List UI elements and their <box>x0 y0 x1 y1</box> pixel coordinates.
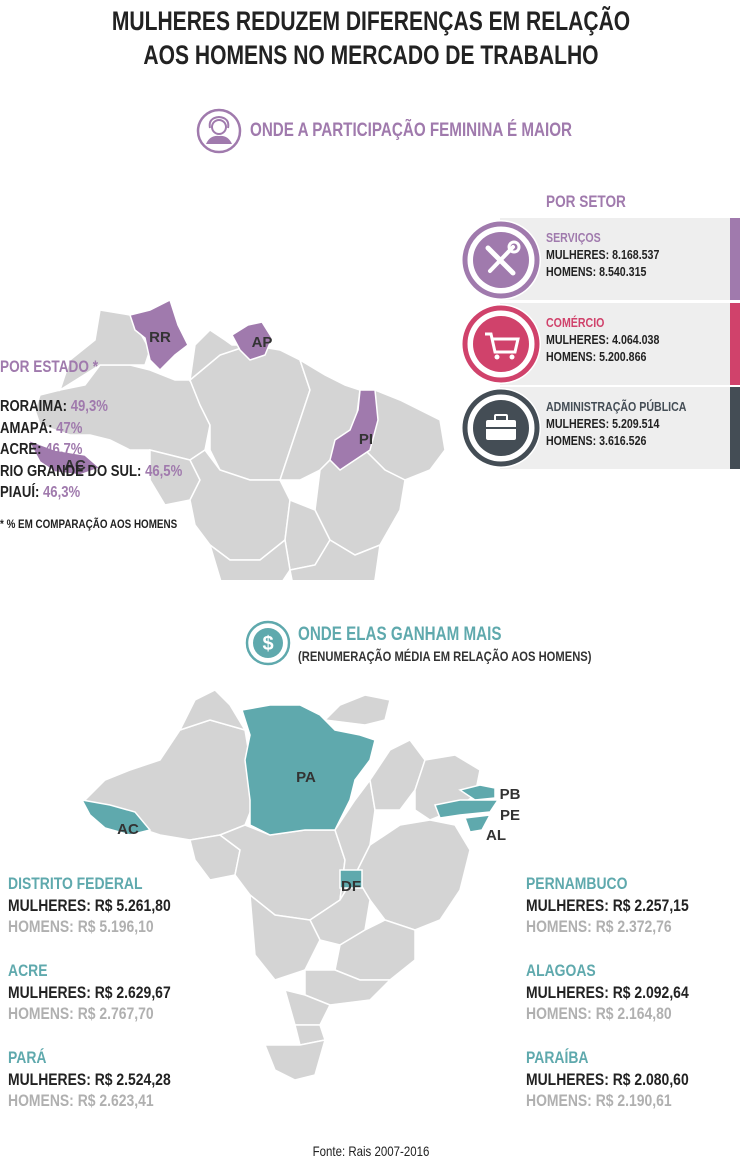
map-state-ap <box>231 321 273 361</box>
map-label-pi: PI <box>359 431 373 448</box>
map-label-df: DF <box>341 878 361 895</box>
brazil-map-participation: RR AP PI AC RS <box>26 298 446 580</box>
map-label-pa: PA <box>296 769 316 786</box>
map-region-go <box>309 873 371 946</box>
state-row: RIO GRANDE DO SUL: 46,5% <box>0 462 183 480</box>
section2-subheading: (RENUMERAÇÃO MÉDIA EM RELAÇÃO AOS HOMENS… <box>298 648 592 664</box>
state-list: RORAIMA: 49,3% AMAPÁ: 47% ACRE: 46,7% RI… <box>0 396 182 504</box>
map-state-ac <box>26 438 102 476</box>
by-sector-title: POR SETOR <box>546 192 626 211</box>
sector-accent-bar <box>730 387 740 469</box>
sector-accent-bar <box>730 218 740 300</box>
tools-icon <box>461 220 541 300</box>
section1-heading: ONDE A PARTICIPAÇÃO FEMININA É MAIOR <box>250 120 573 141</box>
map-region-rs <box>263 1039 327 1080</box>
map-label-ac: AC <box>117 821 139 838</box>
map-region-ms <box>249 893 321 981</box>
map-state-pb <box>458 784 496 801</box>
svg-text:$: $ <box>262 633 273 655</box>
map-region-ap <box>323 694 391 726</box>
cart-icon <box>461 304 541 384</box>
map-region-pr <box>283 988 332 1026</box>
state-row: RORAIMA: 49,3% <box>0 398 108 415</box>
title-line-2: AOS HOMENS NO MERCADO DE TRABALHO <box>143 40 599 70</box>
map-state-df <box>339 869 363 889</box>
map-state-rr <box>129 298 189 372</box>
map-region-mt <box>218 824 346 921</box>
by-state-title: POR ESTADO * <box>0 357 98 376</box>
briefcase-icon <box>461 388 541 468</box>
state-row: ACRE: 46,7% <box>0 441 83 458</box>
dollar-icon: $ <box>245 620 291 666</box>
sector-text: COMÉRCIO MULHERES: 4.064.038 HOMENS: 5.2… <box>546 316 660 364</box>
salary-block-pb: PARAÍBA MULHERES: R$ 2.080,60 HOMENS: R$… <box>526 1048 689 1110</box>
map-label-ac: AC <box>64 457 86 474</box>
salary-block-al: ALAGOAS MULHERES: R$ 2.092,64 HOMENS: R$… <box>526 961 689 1023</box>
page-title: MULHERES REDUZEM DIFERENÇAS EM RELAÇÃO A… <box>82 4 661 72</box>
map-state-pe <box>433 799 500 819</box>
map-label-al: AL <box>486 827 506 844</box>
state-row: AMAPÁ: 47% <box>0 419 83 437</box>
map-label-ap: AP <box>252 334 273 351</box>
sector-text: ADMINISTRAÇÃO PÚBLICA MULHERES: 5.209.51… <box>546 400 687 448</box>
brazil-map-salary: PA AC DF PB PE AL <box>80 689 521 1080</box>
source-note: Fonte: Rais 2007-2016 <box>312 1143 430 1159</box>
map-region-ba <box>354 819 471 931</box>
map-state-pa <box>241 704 376 836</box>
salary-block-df: DISTRITO FEDERAL MULHERES: R$ 5.261,80 H… <box>8 874 171 936</box>
map-state-al <box>463 814 492 833</box>
sector-accent-bar <box>730 303 740 385</box>
sector-card-public-admin: ADMINISTRAÇÃO PÚBLICA MULHERES: 5.209.51… <box>500 387 740 469</box>
map-state-pi <box>329 389 379 471</box>
map-label-pe: PE <box>500 807 520 824</box>
map-region-rr <box>178 689 247 732</box>
section2-heading: ONDE ELAS GANHAM MAIS <box>298 624 502 645</box>
state-row: PIAUÍ: 46,3% <box>0 484 81 501</box>
title-line-1: MULHERES REDUZEM DIFERENÇAS EM RELAÇÃO <box>111 6 631 36</box>
sector-text: SERVIÇOS MULHERES: 8.168.537 HOMENS: 8.5… <box>546 231 660 279</box>
map-label-pb: PB <box>500 786 521 803</box>
salary-block-pa: PARÁ MULHERES: R$ 2.524,28 HOMENS: R$ 2.… <box>8 1048 171 1110</box>
woman-icon <box>196 108 242 154</box>
salary-block-ac: ACRE MULHERES: R$ 2.629,67 HOMENS: R$ 2.… <box>8 961 171 1023</box>
comparison-note: * % EM COMPARAÇÃO AOS HOMENS <box>0 517 178 531</box>
map-label-rr: RR <box>149 329 171 346</box>
map-state-ac <box>80 798 152 836</box>
salary-block-pe: PERNAMBUCO MULHERES: R$ 2.257,15 HOMENS:… <box>526 874 689 936</box>
map-region-ap-area <box>188 329 251 382</box>
map-region-mg <box>289 538 381 580</box>
